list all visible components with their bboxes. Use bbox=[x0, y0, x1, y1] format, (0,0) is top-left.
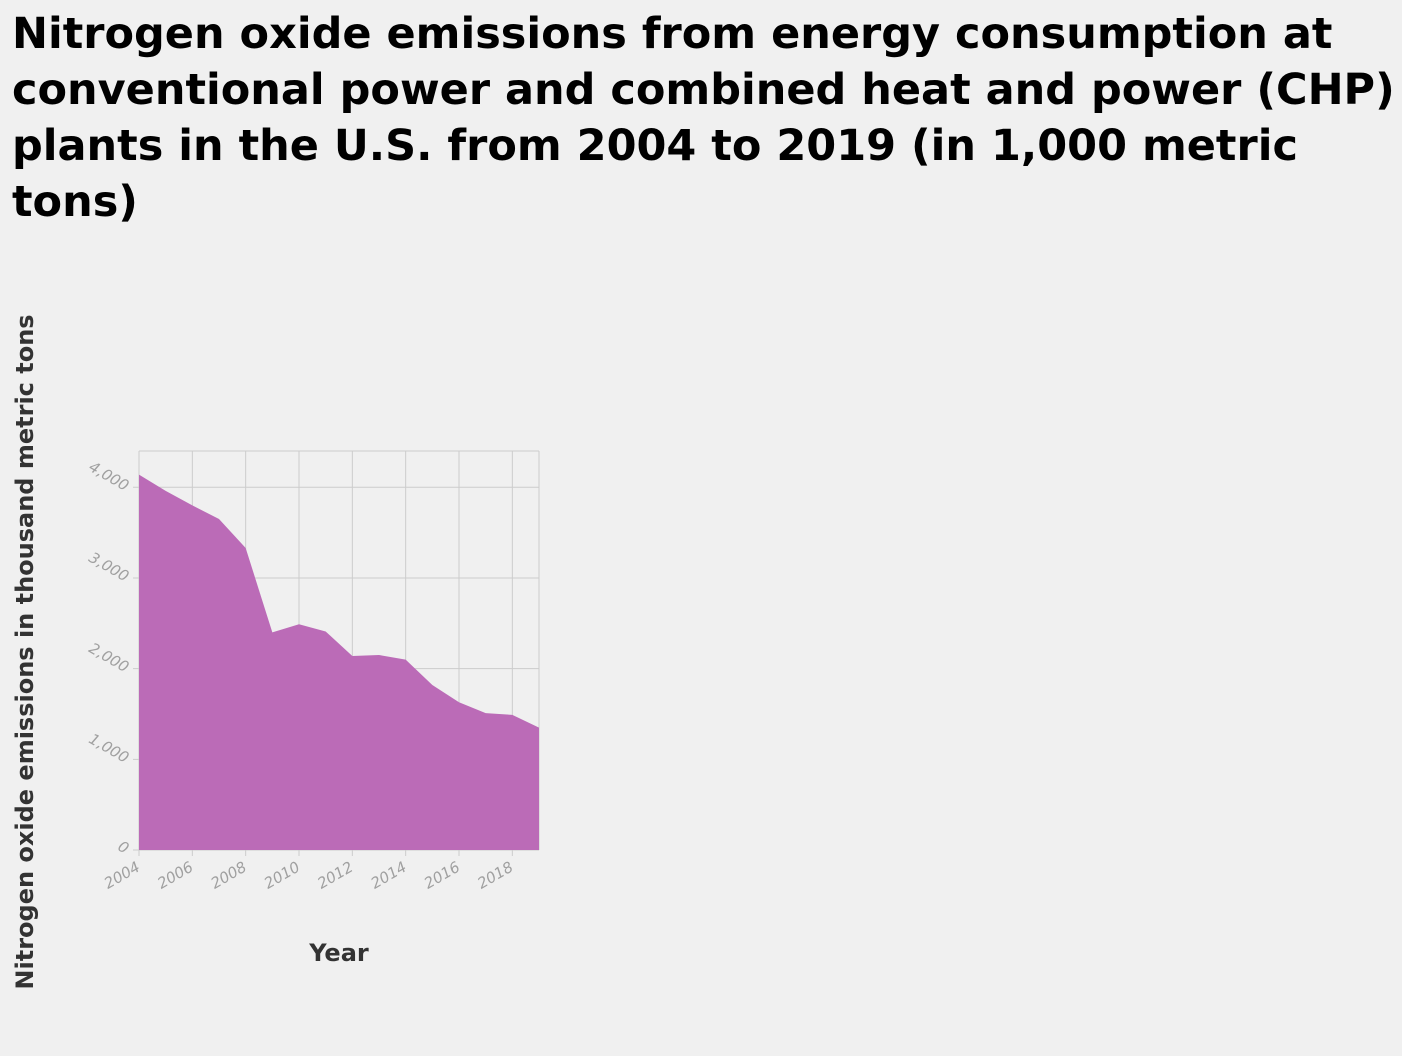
y-tick-label: 1,000 bbox=[86, 730, 132, 767]
y-axis-title: Nitrogen oxide emissions in thousand met… bbox=[11, 314, 39, 989]
x-tick-label: 2008 bbox=[208, 858, 250, 893]
y-tick-label: 0 bbox=[115, 837, 132, 857]
y-tick-label: 2,000 bbox=[86, 639, 132, 676]
x-axis-title: Year bbox=[308, 939, 369, 967]
y-axis-ticks: 0 1,000 2,000 3,000 4,000 bbox=[86, 458, 132, 858]
x-tick-label: 2016 bbox=[421, 858, 463, 893]
x-tick-label: 2018 bbox=[474, 858, 516, 893]
y-tick-label: 4,000 bbox=[86, 458, 132, 495]
x-tick-label: 2014 bbox=[368, 858, 410, 893]
x-tick-label: 2012 bbox=[314, 858, 356, 893]
x-tick-label: 2004 bbox=[101, 858, 143, 893]
chart-title: Nitrogen oxide emissions from energy con… bbox=[12, 9, 1395, 227]
emissions-area bbox=[139, 474, 539, 850]
y-tick-label: 3,000 bbox=[86, 548, 132, 585]
x-axis-ticks: 2004 2006 2008 2010 2012 2014 2016 2018 bbox=[101, 858, 516, 893]
x-tick-label: 2010 bbox=[261, 858, 303, 893]
x-tick-label: 2006 bbox=[154, 858, 196, 893]
